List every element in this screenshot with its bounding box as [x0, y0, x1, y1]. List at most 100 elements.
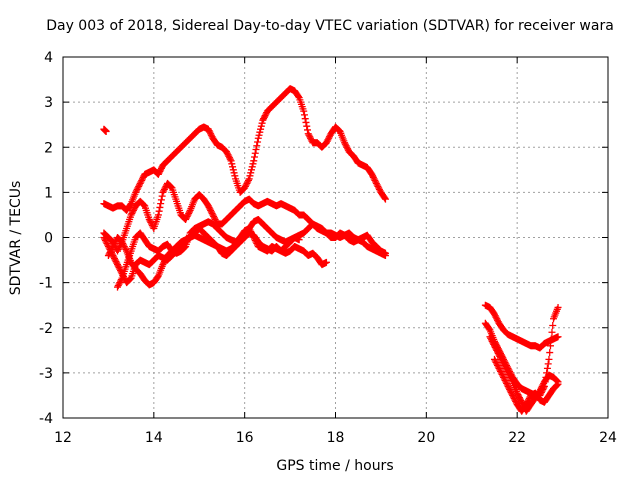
data-point — [185, 208, 193, 216]
data-point — [495, 351, 503, 359]
x-tick-labels: 12 14 16 18 20 22 24 — [54, 430, 617, 446]
data-point — [343, 143, 351, 151]
data-point — [543, 364, 551, 372]
data-point — [104, 241, 112, 249]
x-tick-label: 22 — [508, 430, 526, 446]
data-point — [138, 175, 146, 183]
data-point — [492, 345, 500, 353]
data-point — [554, 303, 562, 311]
data-point — [489, 339, 497, 347]
data-point — [182, 215, 190, 223]
data-point — [126, 276, 134, 284]
data-point — [539, 381, 547, 389]
data-points — [100, 85, 562, 415]
x-tick-label: 18 — [327, 430, 345, 446]
data-point — [210, 212, 218, 220]
data-point — [113, 259, 121, 267]
data-point — [229, 166, 237, 174]
data-point — [501, 363, 509, 371]
data-point — [498, 357, 506, 365]
data-point — [496, 366, 504, 374]
data-point — [101, 237, 109, 245]
data-point — [518, 398, 526, 406]
data-point — [155, 207, 163, 215]
data-point — [490, 310, 498, 318]
data-point — [493, 348, 501, 356]
data-point — [549, 321, 557, 329]
data-point — [181, 243, 189, 251]
data-point — [553, 381, 561, 389]
data-point — [182, 214, 190, 222]
data-point — [513, 389, 521, 397]
data-point — [370, 175, 378, 183]
data-point — [135, 182, 143, 190]
data-point — [322, 139, 330, 147]
data-point — [104, 252, 112, 260]
data-point — [157, 200, 165, 208]
data-point — [512, 397, 520, 405]
data-point — [135, 181, 143, 189]
data-point — [145, 215, 153, 223]
data-point — [538, 382, 546, 390]
data-point — [253, 142, 261, 150]
data-point — [497, 355, 505, 363]
data-point — [226, 154, 234, 162]
data-point — [554, 333, 562, 341]
data-point — [251, 235, 259, 243]
data-point — [244, 178, 252, 186]
data-point — [108, 244, 116, 252]
y-tick-label: 3 — [44, 95, 53, 111]
data-point — [262, 110, 270, 118]
data-point — [120, 243, 128, 251]
data-point — [114, 282, 122, 290]
data-point — [156, 203, 164, 211]
y-tick-label: -2 — [39, 321, 53, 337]
data-point — [157, 196, 165, 204]
data-point — [139, 200, 147, 208]
data-point — [160, 259, 168, 267]
data-point — [504, 382, 512, 390]
data-point — [493, 315, 501, 323]
data-point — [505, 370, 513, 378]
data-point — [154, 273, 162, 281]
x-tick-label: 14 — [145, 430, 163, 446]
y-tick-labels: -4 -3 -2 -1 0 1 2 3 4 — [39, 50, 53, 427]
data-point — [306, 133, 314, 141]
x-tick-label: 24 — [599, 430, 617, 446]
data-point — [110, 240, 118, 248]
data-point — [242, 181, 250, 189]
data-point — [502, 364, 510, 372]
data-point — [374, 182, 382, 190]
data-point — [254, 134, 262, 142]
y-tick-label: 2 — [44, 140, 53, 156]
data-point — [250, 157, 258, 165]
y-tick-label: 1 — [44, 185, 53, 201]
data-point — [158, 192, 166, 200]
data-point — [156, 167, 164, 175]
data-point — [381, 194, 389, 202]
data-point — [126, 201, 134, 209]
data-point — [511, 396, 519, 404]
data-point — [496, 352, 504, 360]
data-point — [112, 258, 120, 266]
data-point — [211, 215, 219, 223]
data-point — [255, 131, 263, 139]
data-point — [140, 201, 148, 209]
data-point — [495, 364, 503, 372]
data-point — [491, 312, 499, 320]
data-point — [373, 181, 381, 189]
data-point — [118, 238, 126, 246]
data-point — [110, 241, 118, 249]
data-point — [369, 173, 377, 181]
data-point — [126, 275, 134, 283]
data-point — [130, 205, 138, 213]
data-point — [544, 360, 552, 368]
data-point — [498, 370, 506, 378]
data-point — [180, 244, 188, 252]
data-point — [225, 152, 233, 160]
y-tick-label: -4 — [39, 411, 53, 427]
chart-title: Day 003 of 2018, Sidereal Day-to-day VTE… — [46, 18, 614, 34]
data-point — [259, 116, 267, 124]
data-point — [102, 127, 110, 135]
